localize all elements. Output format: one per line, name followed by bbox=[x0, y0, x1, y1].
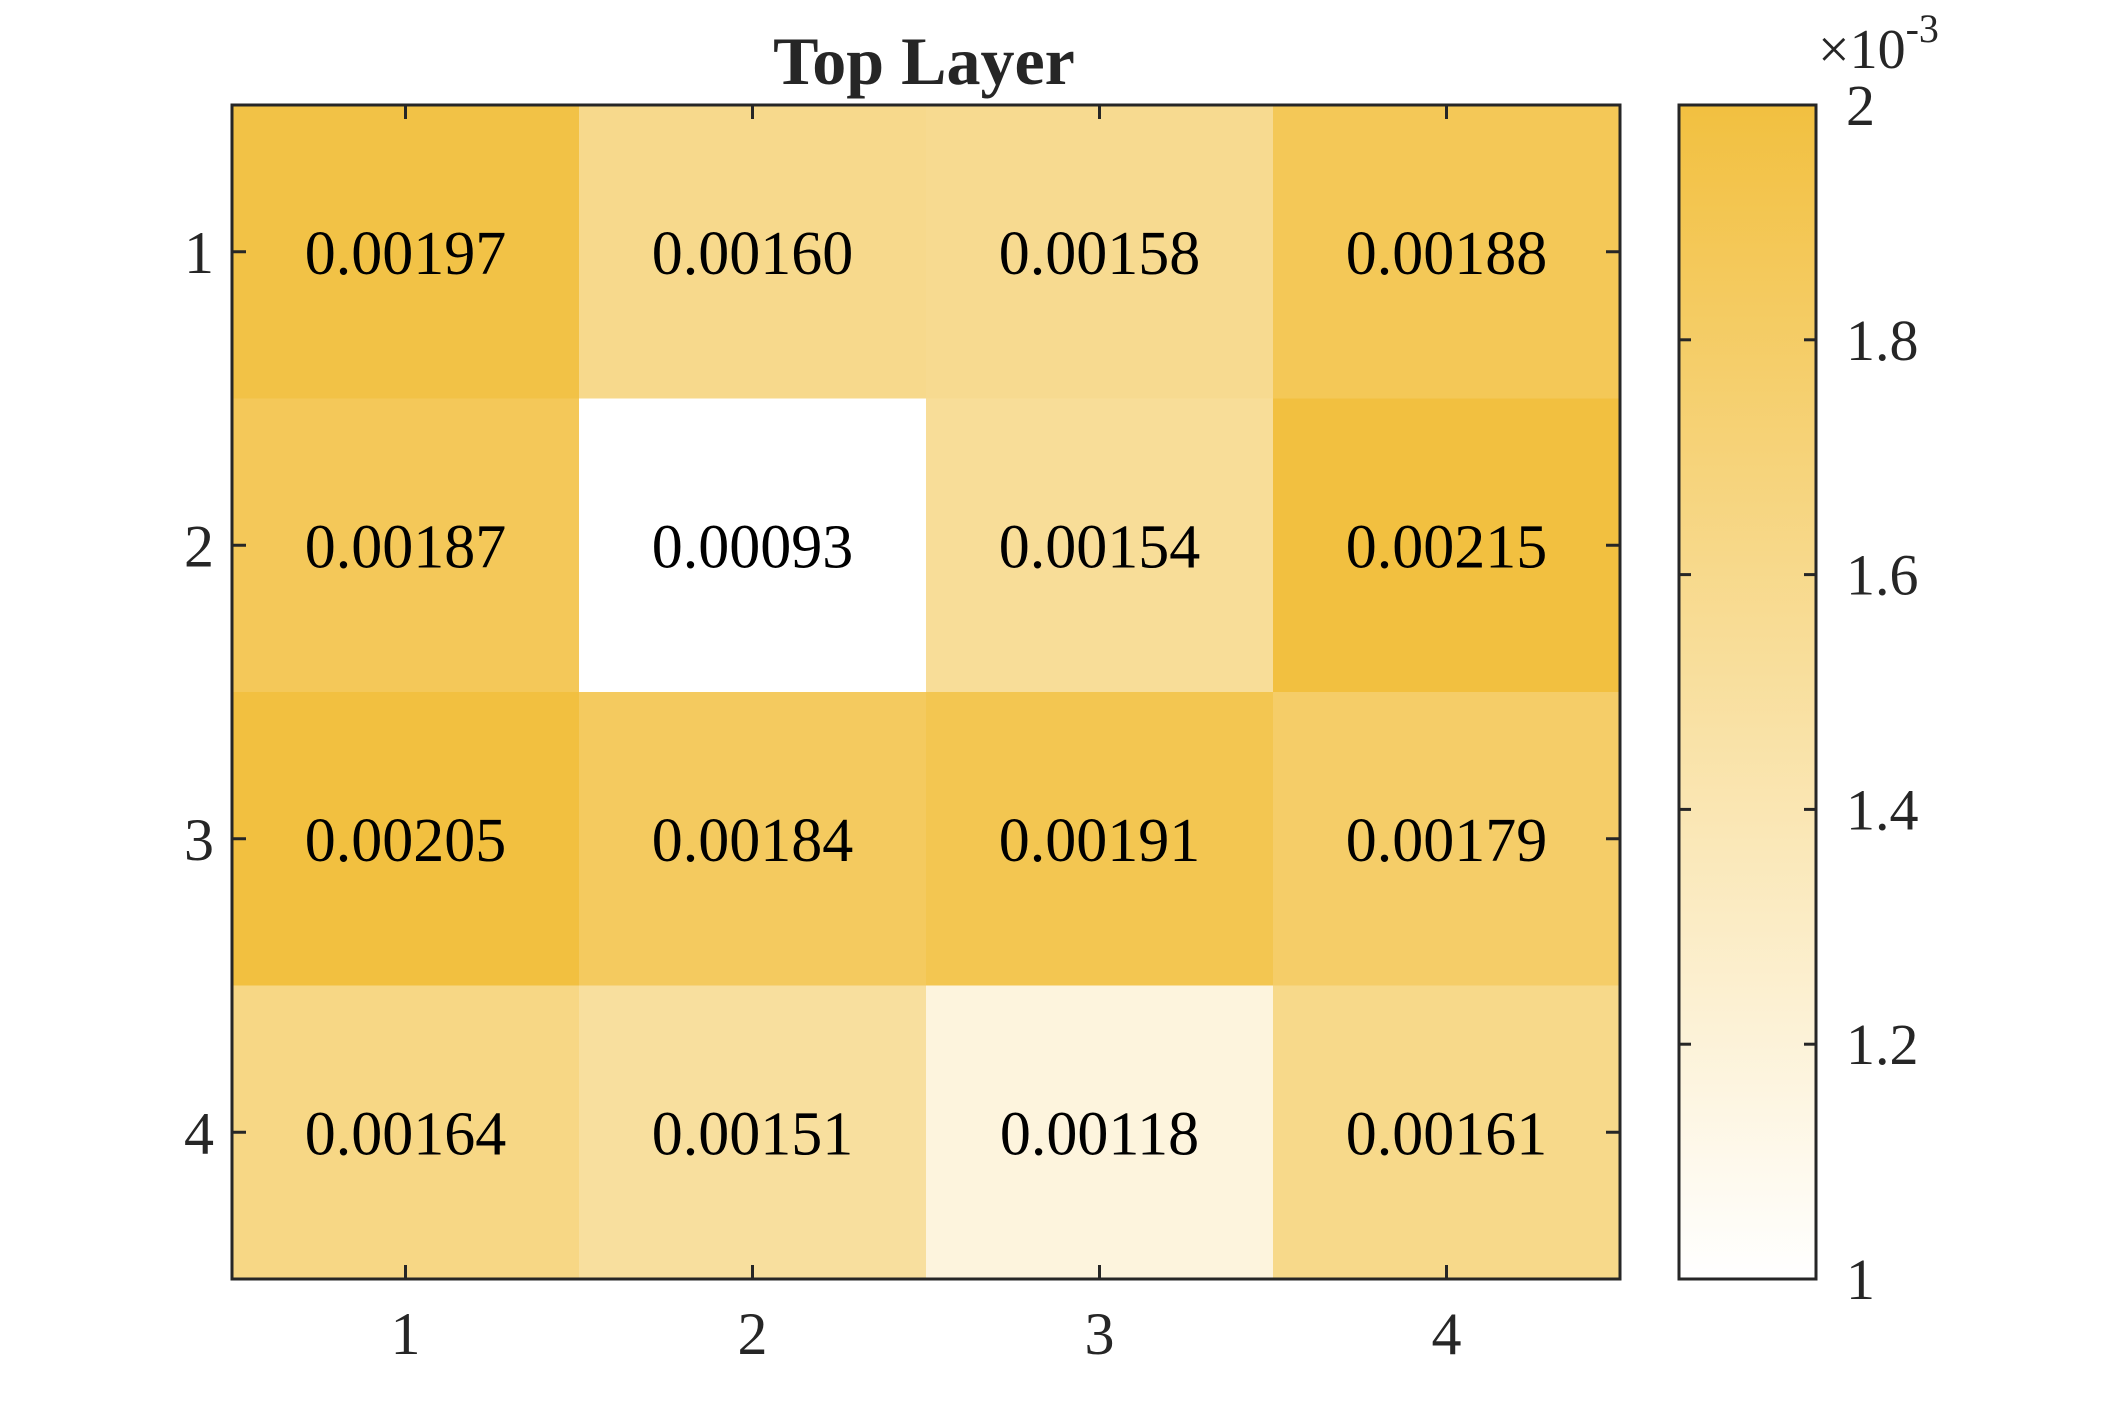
cell-value-label: 0.00179 bbox=[1346, 807, 1548, 875]
heatmap-cell bbox=[1273, 985, 1621, 1280]
heatmap-cell bbox=[1273, 105, 1621, 399]
x-tick-label: 1 bbox=[391, 1301, 421, 1367]
colorbar-multiplier: ×10-3 bbox=[1818, 6, 1939, 81]
cell-value-label: 0.00161 bbox=[1346, 1100, 1548, 1168]
heatmap-cell bbox=[926, 398, 1274, 693]
heatmap-cells bbox=[232, 105, 1621, 1280]
colorbar-tick-label: 1.2 bbox=[1846, 1012, 1919, 1077]
colorbar-tick-label: 1.6 bbox=[1846, 543, 1919, 608]
heatmap-cell bbox=[579, 692, 927, 986]
heatmap-cell bbox=[1273, 692, 1621, 986]
cell-value-label: 0.00184 bbox=[652, 807, 854, 875]
x-tick-label: 2 bbox=[738, 1301, 768, 1367]
colorbar-tick-label: 1.8 bbox=[1846, 308, 1919, 373]
heatmap-cell bbox=[579, 105, 927, 399]
cell-value-label: 0.00160 bbox=[652, 220, 854, 288]
heatmap-cell-labels: 0.00197 0.00160 0.00158 0.00188 0.00187 0.000… bbox=[305, 220, 1548, 1169]
colorbar-tick-label: 1.4 bbox=[1846, 777, 1919, 842]
heatmap-cell bbox=[926, 985, 1274, 1280]
chart-title: Top Layer bbox=[773, 23, 1075, 99]
plot-frame bbox=[230, 103, 1622, 1281]
cell-value-label: 0.00191 bbox=[999, 807, 1201, 875]
heatmap-cell bbox=[232, 398, 580, 693]
cell-value-label: 0.00158 bbox=[999, 220, 1201, 288]
y-tick-label: 2 bbox=[184, 513, 214, 579]
cell-value-label: 0.00154 bbox=[999, 513, 1201, 581]
y-tick-label: 4 bbox=[184, 1100, 214, 1166]
colorbar-multiplier-exponent: -3 bbox=[1906, 6, 1939, 51]
heatmap-cell bbox=[579, 398, 927, 693]
cell-value-label: 0.00215 bbox=[1346, 513, 1548, 581]
heatmap-cell bbox=[232, 985, 580, 1280]
colorbar-multiplier-base: ×10 bbox=[1818, 19, 1906, 81]
colorbar-bar bbox=[1677, 103, 1818, 1281]
cell-value-label: 0.00118 bbox=[1000, 1100, 1199, 1168]
heatmap-cell bbox=[579, 985, 927, 1280]
heatmap-cell bbox=[926, 105, 1274, 399]
cell-value-label: 0.00205 bbox=[305, 807, 507, 875]
heatmap-cell bbox=[926, 692, 1274, 986]
cell-value-label: 0.00151 bbox=[652, 1100, 854, 1168]
heatmap-cell bbox=[1273, 398, 1621, 693]
x-tick-label: 3 bbox=[1085, 1301, 1115, 1367]
heatmap-cell bbox=[232, 692, 580, 986]
y-tick-label: 1 bbox=[184, 220, 214, 286]
heatmap-axes: 1 2 3 4 1 2 3 4 bbox=[184, 103, 1622, 1367]
heatmap-cell bbox=[232, 105, 580, 399]
colorbar-tick-label: 1 bbox=[1846, 1247, 1875, 1312]
cell-value-label: 0.00164 bbox=[305, 1100, 507, 1168]
cell-value-label: 0.00187 bbox=[305, 513, 507, 581]
colorbar: 1 1.2 1.4 1.6 1.8 2×10-3 bbox=[1677, 6, 1939, 1312]
y-tick-label: 3 bbox=[184, 807, 214, 873]
x-tick-label: 4 bbox=[1432, 1301, 1462, 1367]
cell-value-label: 0.00188 bbox=[1346, 220, 1548, 288]
cell-value-label: 0.00093 bbox=[652, 513, 854, 581]
cell-value-label: 0.00197 bbox=[305, 220, 507, 288]
colorbar-tick-label: 2 bbox=[1846, 73, 1875, 138]
